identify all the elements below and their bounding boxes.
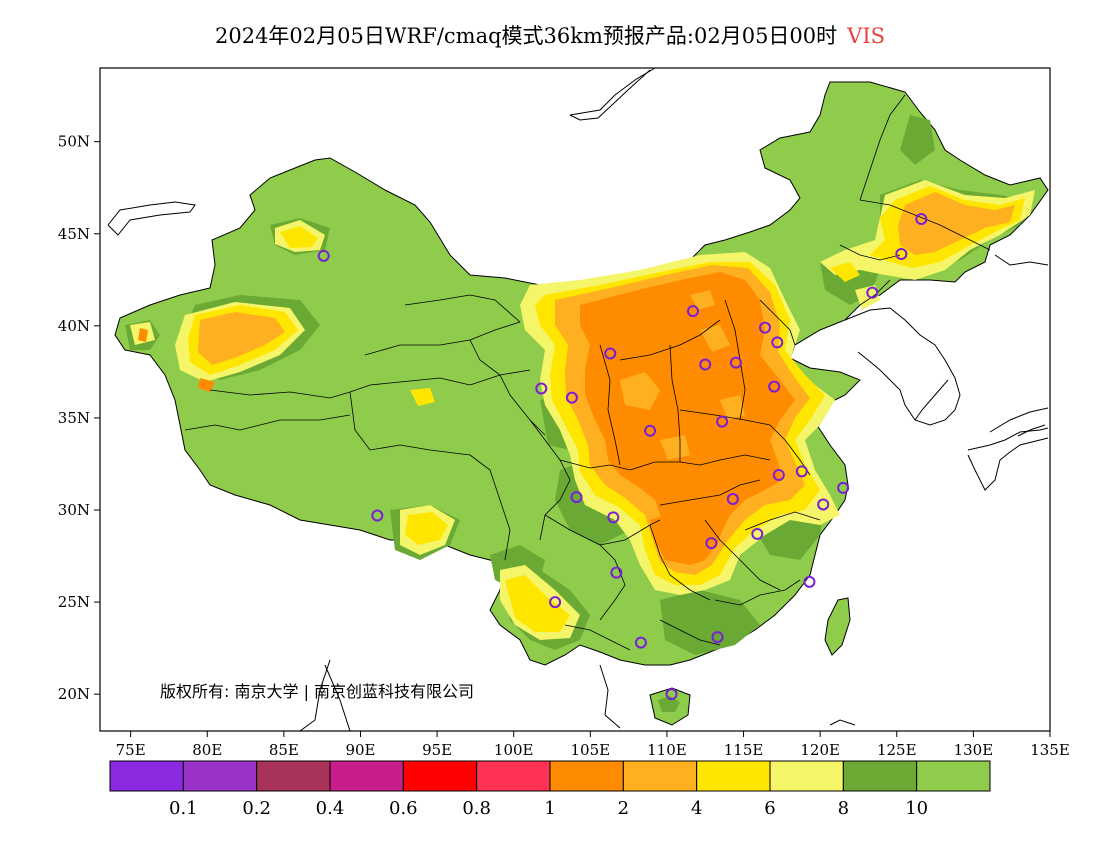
colorbar-swatch — [476, 760, 551, 792]
colorbar-label: 6 — [764, 798, 775, 819]
lat-tick-label: 25N — [58, 593, 90, 611]
city-marker — [759, 321, 771, 334]
neighbor-coastlines — [107, 68, 1049, 731]
city-marker — [895, 248, 908, 261]
colorbar-swatch — [109, 760, 184, 792]
map-frame — [99, 67, 1051, 732]
city-marker — [711, 631, 724, 644]
colorbar-swatch — [329, 760, 404, 792]
vis-1-2-regions — [138, 272, 795, 565]
latitude-axis: 20N 25N 30N 35N 40N 45N 50N — [58, 133, 100, 703]
lon-tick-label: 135E — [1030, 741, 1070, 759]
city-marker — [803, 575, 816, 588]
colorbar-label: 0.6 — [389, 798, 418, 819]
colorbar-label: 10 — [905, 798, 928, 819]
map-title: 2024年02月05日WRF/cmaq模式36km预报产品:02月05日00时 V… — [0, 20, 1100, 50]
lat-tick-label: 20N — [58, 685, 90, 703]
city-marker — [610, 566, 623, 579]
city-marker — [795, 465, 808, 478]
colorbar-swatch — [916, 760, 991, 792]
lon-tick-label: 75E — [116, 741, 146, 759]
city-marker — [772, 469, 785, 482]
lat-tick-label: 35N — [58, 409, 90, 427]
city-marker — [317, 249, 330, 262]
lon-tick-label: 115E — [724, 741, 764, 759]
city-marker — [634, 636, 647, 649]
city-marker — [705, 537, 718, 550]
colorbar-swatch — [182, 760, 258, 792]
city-marker — [768, 380, 781, 393]
colorbar-swatch — [549, 760, 624, 792]
colorbar-label: 8 — [838, 798, 849, 819]
colorbar-swatch — [696, 760, 771, 792]
colorbar-label: 0.2 — [242, 798, 271, 819]
city-marker — [665, 688, 678, 701]
lon-tick-label: 80E — [192, 741, 222, 759]
city-marker — [699, 358, 712, 371]
lon-tick-label: 100E — [494, 741, 534, 759]
colorbar-label: 0.1 — [169, 798, 198, 819]
lon-tick-label: 95E — [422, 741, 452, 759]
city-marker — [915, 213, 928, 226]
map-content — [107, 68, 1049, 731]
city-marker — [771, 336, 784, 349]
city-marker — [565, 391, 578, 404]
city-marker — [535, 382, 548, 395]
province-boundaries — [184, 94, 991, 651]
city-marker — [549, 596, 562, 609]
city-marker — [686, 305, 699, 318]
longitude-axis: 75E 80E 85E 90E 95E 100E 105E 110E 115E 120E 125E 1… — [116, 731, 1070, 759]
city-marker — [726, 492, 739, 505]
colorbar-swatch — [622, 760, 698, 792]
city-marker — [570, 491, 583, 504]
colorbar-label: 0.8 — [462, 798, 491, 819]
city-marker — [644, 424, 657, 437]
city-marker — [837, 481, 850, 494]
copyright-text: 版权所有: 南京大学 | 南京创蓝科技有限公司 — [160, 682, 474, 701]
lon-tick-label: 105E — [571, 741, 611, 759]
city-marker — [817, 498, 830, 511]
colorbar-label: 0.4 — [316, 798, 345, 819]
lon-tick-label: 125E — [877, 741, 917, 759]
lon-tick-label: 130E — [954, 741, 994, 759]
lat-tick-label: 40N — [58, 317, 90, 335]
lat-tick-label: 30N — [58, 501, 90, 519]
vis-2-4-inner-patches — [620, 290, 745, 460]
city-marker — [729, 356, 742, 369]
city-markers — [317, 213, 928, 701]
city-marker — [751, 527, 764, 540]
colorbar-label: 4 — [691, 798, 702, 819]
colorbar-swatch — [842, 760, 918, 792]
variable-name: VIS — [847, 24, 886, 48]
city-marker — [371, 509, 384, 522]
colorbar-label: 2 — [618, 798, 629, 819]
lat-tick-label: 50N — [58, 133, 90, 151]
lon-tick-label: 120E — [800, 741, 840, 759]
lon-tick-label: 85E — [269, 741, 299, 759]
lat-tick-label: 45N — [58, 225, 90, 243]
colorbar-swatch — [256, 760, 331, 792]
city-marker — [716, 415, 729, 428]
lon-tick-label: 110E — [647, 741, 687, 759]
city-marker — [866, 286, 879, 299]
colorbar-swatch — [769, 760, 844, 792]
colorbar-swatch — [402, 760, 478, 792]
city-marker — [607, 511, 620, 524]
lon-tick-label: 90E — [345, 741, 375, 759]
title-text: 2024年02月05日WRF/cmaq模式36km预报产品:02月05日00时 — [214, 24, 838, 48]
colorbar-label: 1 — [544, 798, 555, 819]
city-marker — [604, 347, 617, 360]
taiwan-island — [824, 597, 851, 656]
colorbar: 0.1 0.2 0.4 0.6 0.8 1 2 4 6 8 10 — [109, 760, 991, 819]
